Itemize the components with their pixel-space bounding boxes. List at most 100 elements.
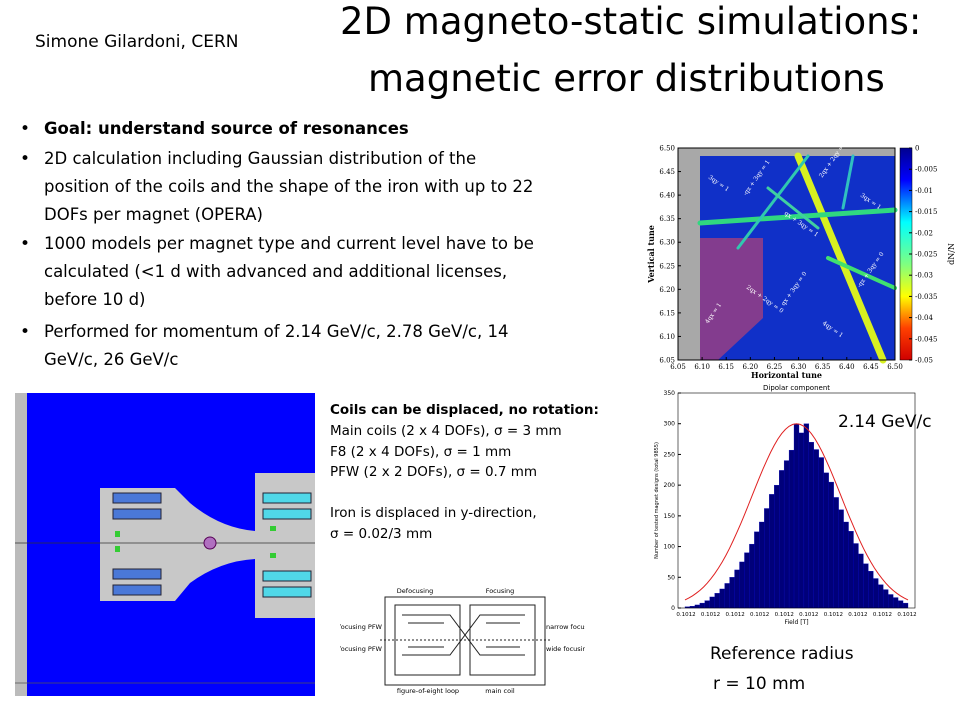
bullet-line: DOFs per magnet (OPERA) — [44, 205, 263, 224]
histogram-bar — [788, 449, 795, 609]
note-line: Main coils (2 x 4 DOFs), σ = 3 mm — [330, 423, 562, 439]
histogram-bar — [793, 423, 800, 609]
bullet-dot: • — [20, 322, 31, 342]
note-line: σ = 0.02/3 mm — [330, 525, 433, 542]
histogram-bar — [704, 600, 710, 609]
title-line: magnetic error distributions — [368, 57, 885, 100]
bullet-dot: • — [20, 234, 31, 254]
x-tick-label: 6.25 — [767, 363, 783, 371]
histogram-bar — [779, 470, 785, 609]
y-tick-label: 6.50 — [659, 145, 675, 153]
stable-region — [700, 238, 763, 360]
histogram-bar — [853, 543, 859, 609]
histogram-bar — [798, 432, 805, 609]
x-tick-label: 6.15 — [718, 363, 734, 371]
histogram-bar — [759, 521, 765, 609]
histogram-bar — [833, 497, 839, 609]
histogram-bar — [843, 521, 849, 609]
histogram-bar — [719, 588, 725, 609]
y-tick-label: 6.10 — [659, 333, 675, 341]
histogram-bar — [729, 577, 735, 609]
reference: r = 10 mm — [713, 674, 806, 694]
histogram-bar — [888, 594, 894, 609]
y-tick-label: 6.45 — [659, 168, 675, 176]
histogram-bar — [902, 602, 909, 609]
histogram-bar — [808, 441, 814, 609]
histogram-bar — [828, 481, 834, 609]
histogram-frame — [677, 392, 916, 609]
diagram-label: wide defocusing PFW — [340, 623, 383, 631]
note-heading: Coils can be displaced, no rotation: — [330, 402, 599, 418]
x-axis-label: Field [T] — [784, 619, 808, 626]
histogram-bar — [878, 584, 884, 609]
y-tick-label: 6.25 — [659, 262, 675, 270]
histogram-bar — [694, 604, 701, 609]
resonance-band — [826, 256, 897, 290]
x-tick-label: 6.45 — [863, 363, 879, 371]
histogram-bar — [803, 423, 810, 609]
histogram-bar — [699, 602, 705, 609]
x-tick-label: 0.1012 — [750, 612, 769, 618]
y-tick-label: 6.30 — [659, 239, 675, 247]
histogram-bar — [883, 589, 889, 609]
y-tick-label: 150 — [664, 513, 676, 520]
diagram-label: narrow defocusing PFW — [340, 645, 383, 653]
y-tick-label: 50 — [667, 574, 675, 581]
histogram-bar — [892, 597, 899, 609]
x-tick-label: 0.1012 — [873, 612, 892, 618]
histogram-bar — [769, 494, 775, 609]
bullet-line: 1000 models per magnet type and current … — [44, 234, 534, 253]
gaussian-fit — [684, 423, 909, 601]
y-tick-label: 6.15 — [659, 309, 675, 317]
bullet-line: before 10 d) — [44, 290, 146, 309]
colorbar-tick-label: -0.02 — [915, 229, 933, 237]
x-tick-label: 6.10 — [694, 363, 710, 371]
coil-diagram: Defocusing Focusing wide defocusing PFW nar… — [340, 587, 585, 695]
x-tick-label: 6.35 — [815, 363, 831, 371]
x-tick-label: 0.1012 — [725, 612, 744, 618]
title-line: 2D magneto-static simulations: — [340, 0, 922, 43]
y-tick-label: 250 — [664, 451, 676, 458]
y-tick-label: 6.40 — [659, 192, 675, 200]
histogram-bar — [863, 563, 869, 609]
resonance-band — [841, 154, 855, 210]
histogram-bar — [754, 531, 760, 609]
histogram-bar — [744, 552, 750, 609]
colorbar-tick-label: -0.005 — [915, 166, 937, 174]
tune-diagram: 6.05 6.10 6.15 6.20 6.25 6.30 6.35 6.40 6.45 6.50… — [646, 139, 956, 380]
histogram-bar — [714, 593, 720, 609]
x-tick-label: 0.1012 — [799, 612, 818, 618]
colorbar-tick-label: -0.03 — [915, 272, 933, 280]
resonance-band — [697, 207, 898, 226]
x-tick-label: 0.1012 — [848, 612, 867, 618]
histogram-bar — [774, 484, 780, 609]
x-tick-label: 0.1012 — [701, 612, 720, 618]
histogram-bar — [783, 460, 790, 609]
y-axis-label: Vertical tune — [646, 225, 656, 284]
colorbar-label: dN/N — [947, 243, 956, 265]
colorbar-tick-label: -0.04 — [915, 314, 933, 322]
x-tick-label: 0.1012 — [676, 612, 695, 618]
colorbar-tick-label: -0.035 — [915, 293, 937, 301]
x-tick-label: 6.30 — [791, 363, 807, 371]
diagram-label: figure-of-eight loop — [397, 687, 459, 695]
histogram-bar — [709, 596, 715, 609]
reference: Reference radius — [710, 644, 854, 664]
bullet-dot: • — [20, 149, 31, 169]
y-tick-label: 6.05 — [659, 357, 675, 365]
histogram-bar — [813, 449, 819, 609]
note-line: Iron is displaced in y-direction, — [330, 505, 537, 521]
bullet-line: calculated (<1 d with advanced and addit… — [44, 262, 508, 281]
histogram-bar — [868, 570, 874, 609]
momentum: 2.14 GeV/c — [838, 412, 932, 432]
histogram-bar — [734, 569, 740, 609]
y-tick-label: 6.35 — [659, 215, 675, 223]
diagram-label: Defocusing — [397, 587, 433, 595]
y-tick-label: 0 — [671, 605, 675, 612]
bullet-line: position of the coils and the shape of t… — [44, 177, 534, 196]
x-tick-label: 6.40 — [839, 363, 855, 371]
x-tick-label: 0.1012 — [824, 612, 843, 618]
colorbar-tick-label: -0.025 — [915, 251, 937, 259]
x-tick-label: 0.1012 — [775, 612, 794, 618]
